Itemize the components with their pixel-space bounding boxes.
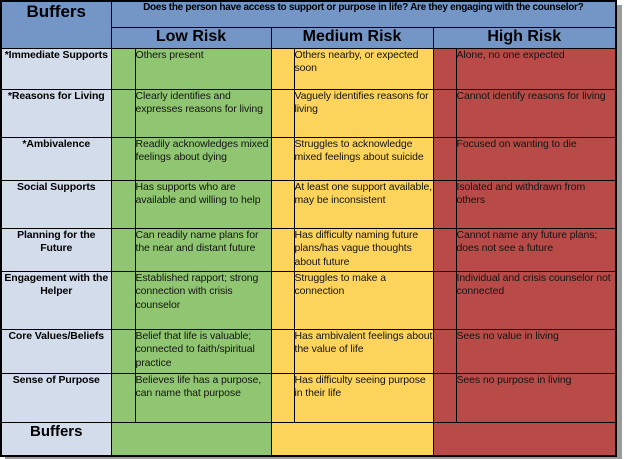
column-header-medium-risk: Medium Risk [270,26,434,49]
low-risk-strip [110,372,136,423]
low-risk-footer-cell [110,421,272,456]
row-label-planning-for-the-future: Planning for the Future [0,227,112,272]
high-risk-strip [432,47,457,90]
medium-risk-footer-cell [270,421,434,456]
low-risk-strip [110,136,136,181]
row-label-immediate-supports: *Immediate Supports [0,47,112,90]
high-risk-strip [432,372,457,423]
table-row-buffers-footer: Buffers [0,421,617,456]
row-label-sense-of-purpose: Sense of Purpose [0,372,112,423]
medium-risk-strip [270,270,295,330]
high-risk-cell: Sees no purpose in living [455,372,617,423]
medium-risk-strip [270,227,295,272]
row-label-reasons-for-living: *Reasons for Living [0,88,112,138]
column-header-high-risk: High Risk [432,26,617,49]
medium-risk-cell: Has difficulty naming future plans/has v… [293,227,434,272]
medium-risk-cell: At least one support available, may be i… [293,179,434,229]
row-label-core-values-beliefs: Core Values/Beliefs [0,328,112,374]
high-risk-strip [432,270,457,330]
high-risk-footer-cell [432,421,617,456]
high-risk-strip [432,88,457,138]
table-row-planning-for-the-future: Planning for the Future Can readily name… [0,227,617,272]
medium-risk-cell: Struggles to make a connection [293,270,434,330]
medium-risk-cell: Has ambivalent feelings about the value … [293,328,434,374]
medium-risk-cell: Struggles to acknowledge mixed feelings … [293,136,434,181]
table-row-ambivalence: *Ambivalence Readily acknowledges mixed … [0,136,617,181]
low-risk-cell: Belief that life is valuable; connected … [134,328,272,374]
low-risk-strip [110,47,136,90]
low-risk-cell: Others present [134,47,272,90]
high-risk-strip [432,179,457,229]
table-row-social-supports: Social Supports Has supports who are ava… [0,179,617,229]
low-risk-strip [110,179,136,229]
column-header-low-risk: Low Risk [110,26,272,49]
high-risk-cell: Sees no value in living [455,328,617,374]
medium-risk-cell: Others nearby, or expected soon [293,47,434,90]
question-header: Does the person have access to support o… [110,0,617,28]
row-label-engagement-with-the-helper: Engagement with the Helper [0,270,112,330]
row-label-social-supports: Social Supports [0,179,112,229]
table-row-sense-of-purpose: Sense of Purpose Believes life has a pur… [0,372,617,423]
high-risk-cell: Cannot identify reasons for living [455,88,617,138]
high-risk-strip [432,136,457,181]
low-risk-cell: Has supports who are available and willi… [134,179,272,229]
high-risk-cell: Focused on wanting to die [455,136,617,181]
low-risk-cell: Believes life has a purpose, can name th… [134,372,272,423]
corner-header-buffers: Buffers [0,0,112,49]
medium-risk-cell: Has difficulty seeing purpose in their l… [293,372,434,423]
medium-risk-cell: Vaguely identifies reasons for living [293,88,434,138]
low-risk-cell: Can readily name plans for the near and … [134,227,272,272]
low-risk-cell: Readily acknowledges mixed feelings abou… [134,136,272,181]
medium-risk-strip [270,47,295,90]
medium-risk-strip [270,88,295,138]
low-risk-strip [110,88,136,138]
table-row-immediate-supports: *Immediate Supports Others present Other… [0,47,617,90]
medium-risk-strip [270,179,295,229]
high-risk-strip [432,328,457,374]
low-risk-strip [110,270,136,330]
medium-risk-strip [270,372,295,423]
medium-risk-strip [270,328,295,374]
high-risk-cell: Alone, no one expected [455,47,617,90]
high-risk-cell: Isolated and withdrawn from others [455,179,617,229]
high-risk-cell: Individual and crisis counselor not conn… [455,270,617,330]
low-risk-strip [110,328,136,374]
low-risk-cell: Clearly identifies and expresses reasons… [134,88,272,138]
table-row-core-values-beliefs: Core Values/Beliefs Belief that life is … [0,328,617,374]
footer-label-buffers: Buffers [0,421,112,456]
medium-risk-strip [270,136,295,181]
high-risk-strip [432,227,457,272]
row-label-ambivalence: *Ambivalence [0,136,112,181]
low-risk-strip [110,227,136,272]
low-risk-cell: Established rapport; strong connection w… [134,270,272,330]
high-risk-cell: Cannot name any future plans; does not s… [455,227,617,272]
table-row-reasons-for-living: *Reasons for Living Clearly identifies a… [0,88,617,138]
table-row-engagement-with-the-helper: Engagement with the Helper Established r… [0,270,617,330]
